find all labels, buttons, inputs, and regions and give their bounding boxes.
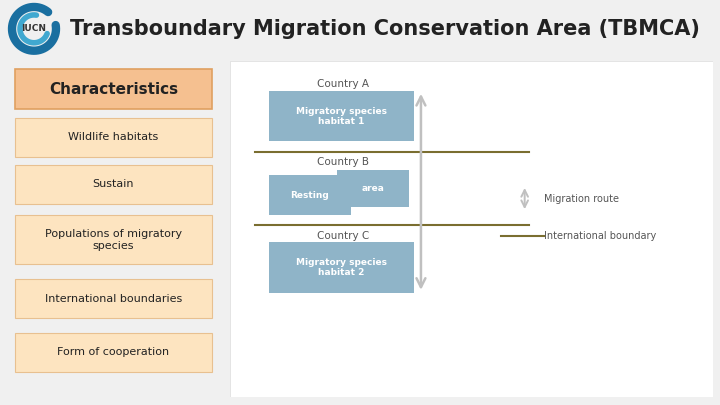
Text: Form of cooperation: Form of cooperation	[58, 347, 169, 357]
Text: Migration route: Migration route	[544, 194, 619, 204]
Text: Country B: Country B	[318, 157, 369, 166]
FancyBboxPatch shape	[15, 165, 212, 204]
Text: IUCN: IUCN	[22, 24, 47, 33]
FancyBboxPatch shape	[269, 242, 414, 293]
Text: International boundary: International boundary	[544, 230, 656, 241]
FancyBboxPatch shape	[15, 279, 212, 318]
FancyBboxPatch shape	[15, 215, 212, 264]
Text: Country C: Country C	[318, 230, 369, 241]
Text: Resting: Resting	[291, 191, 329, 200]
Text: area: area	[361, 184, 384, 193]
FancyBboxPatch shape	[336, 170, 409, 207]
Text: Wildlife habitats: Wildlife habitats	[68, 132, 158, 142]
Text: Populations of migratory
species: Populations of migratory species	[45, 229, 182, 251]
FancyBboxPatch shape	[269, 175, 351, 215]
FancyBboxPatch shape	[230, 61, 713, 397]
Text: Transboundary Migration Conservation Area (TBMCA): Transboundary Migration Conservation Are…	[70, 19, 700, 39]
Text: Migratory species
habitat 2: Migratory species habitat 2	[296, 258, 387, 277]
Text: Sustain: Sustain	[93, 179, 134, 189]
FancyBboxPatch shape	[15, 118, 212, 157]
Text: Country A: Country A	[318, 79, 369, 89]
Text: International boundaries: International boundaries	[45, 294, 182, 304]
FancyBboxPatch shape	[269, 91, 414, 141]
FancyBboxPatch shape	[15, 333, 212, 372]
FancyBboxPatch shape	[15, 69, 212, 109]
Text: Migratory species
habitat 1: Migratory species habitat 1	[296, 107, 387, 126]
Text: Characteristics: Characteristics	[49, 82, 178, 97]
